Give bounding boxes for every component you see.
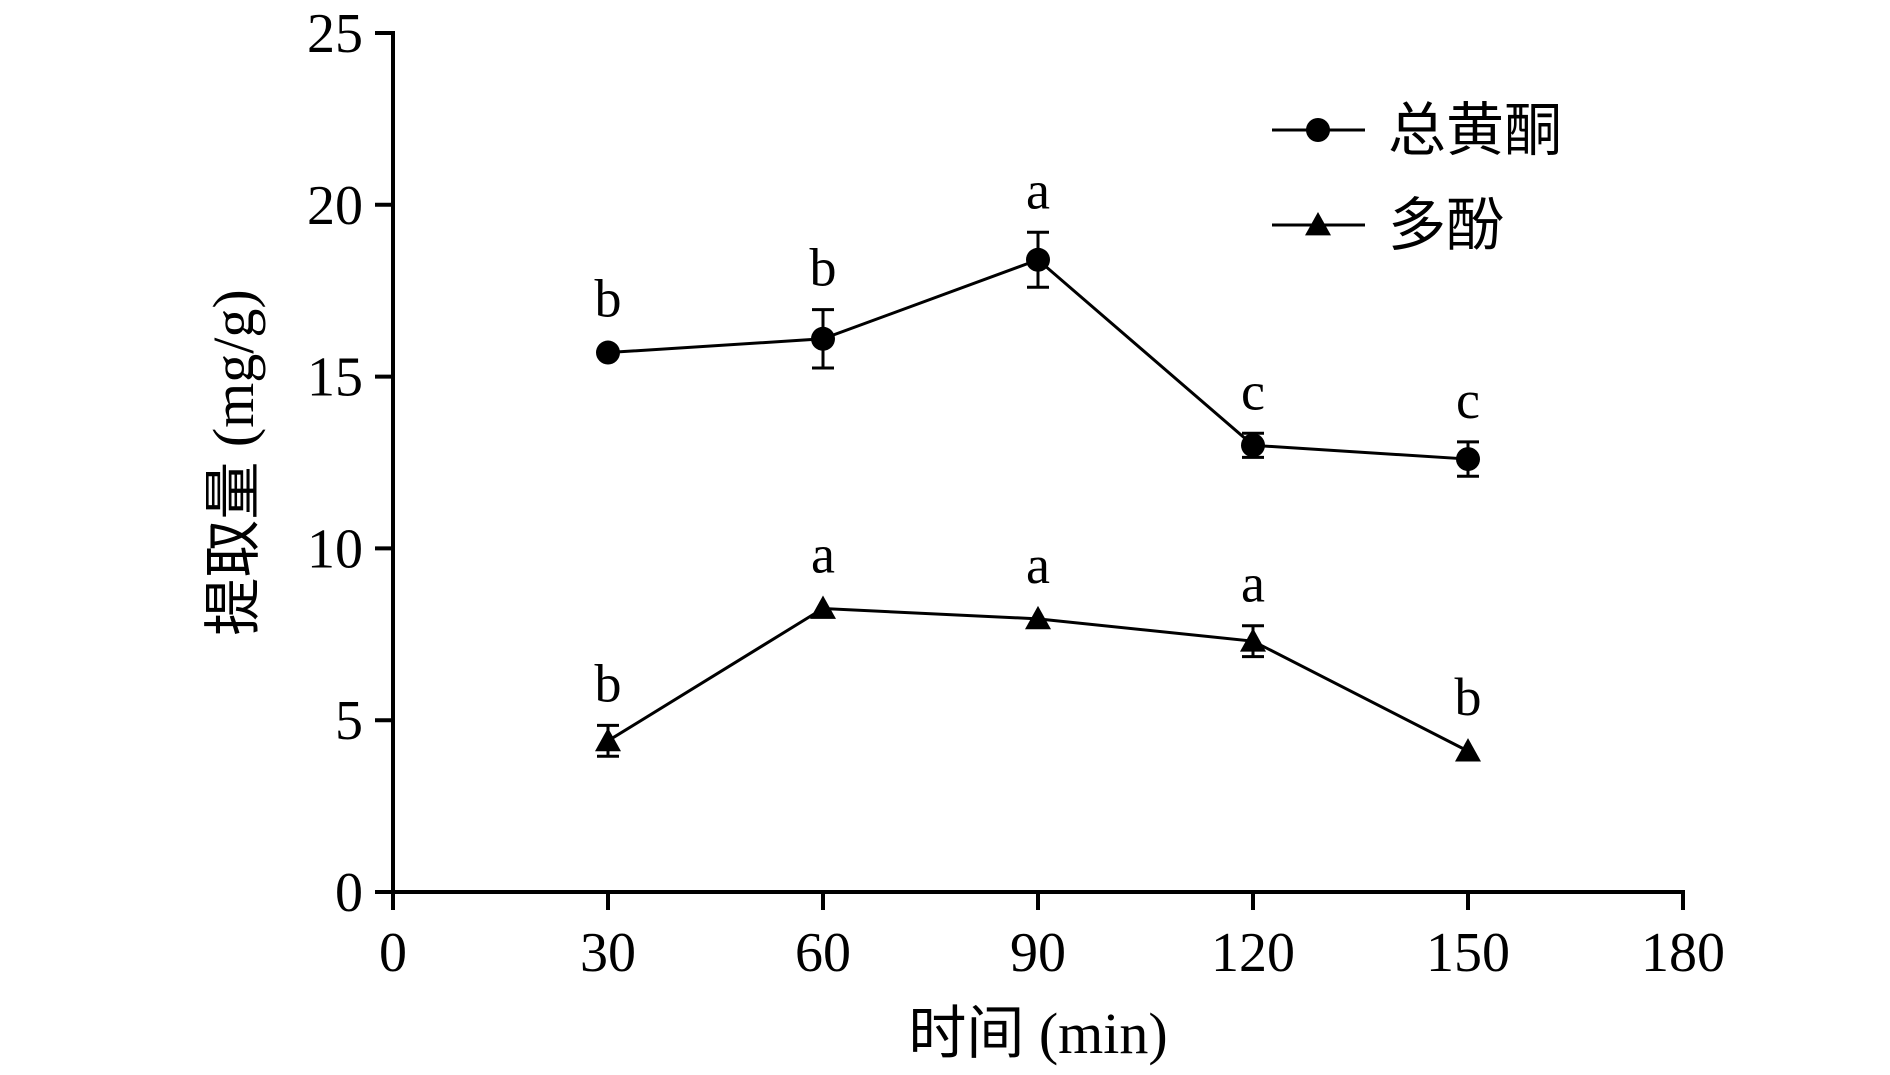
legend-marker <box>1305 212 1331 236</box>
y-tick-label: 5 <box>335 690 363 752</box>
series-line <box>607 607 1469 753</box>
legend-entry-2: 多酚 <box>1272 191 1504 259</box>
plot-area: b b a c c b a a a b <box>595 160 1482 762</box>
series-1: b b a c c <box>595 160 1480 478</box>
data-point <box>1240 628 1266 652</box>
y-tick-label: 15 <box>307 347 363 409</box>
x-tick-label: 150 <box>1426 922 1510 984</box>
legend-label: 总黄酮 <box>1388 96 1562 164</box>
y-ticks: 0 5 10 15 20 25 <box>307 3 393 924</box>
x-tick-label: 30 <box>580 922 636 984</box>
data-point <box>810 595 836 619</box>
data-point <box>1456 447 1480 472</box>
x-tick-label: 120 <box>1211 922 1295 984</box>
significance-label: a <box>1241 554 1265 614</box>
legend-label: 多酚 <box>1388 191 1504 259</box>
x-axis-title: 时间 (min) <box>908 1001 1167 1066</box>
data-point <box>1241 433 1265 458</box>
x-tick-label: 90 <box>1010 922 1066 984</box>
significance-label: c <box>1241 361 1265 421</box>
significance-label: b <box>595 269 622 329</box>
data-point <box>811 326 835 351</box>
data-point <box>595 727 621 752</box>
series-2: b a a a b <box>595 525 1482 762</box>
axes: 0 5 10 15 20 25 0 30 60 90 120 150 180 <box>307 3 1725 984</box>
series-line <box>607 258 1469 461</box>
data-point <box>1025 605 1051 630</box>
significance-label: a <box>1026 535 1050 595</box>
significance-label: b <box>810 238 837 298</box>
data-point <box>596 340 620 365</box>
x-tick-label: 60 <box>795 922 851 984</box>
y-axis-title: 提取量 (mg/g) <box>201 289 266 635</box>
x-ticks: 0 30 60 90 120 150 180 <box>379 892 1725 984</box>
legend-marker <box>1306 118 1330 142</box>
data-point <box>1026 247 1050 272</box>
significance-label: a <box>811 525 835 585</box>
y-tick-label: 25 <box>307 3 363 65</box>
data-point <box>1455 738 1481 762</box>
y-tick-label: 20 <box>307 175 363 237</box>
legend-entry-1: 总黄酮 <box>1272 96 1562 164</box>
significance-label: a <box>1026 160 1050 220</box>
significance-label: b <box>595 653 622 713</box>
x-tick-label: 0 <box>379 922 407 984</box>
significance-label: c <box>1456 370 1480 430</box>
significance-label: b <box>1455 667 1482 727</box>
y-tick-label: 0 <box>335 862 363 924</box>
x-tick-label: 180 <box>1641 922 1725 984</box>
y-tick-label: 10 <box>307 518 363 580</box>
